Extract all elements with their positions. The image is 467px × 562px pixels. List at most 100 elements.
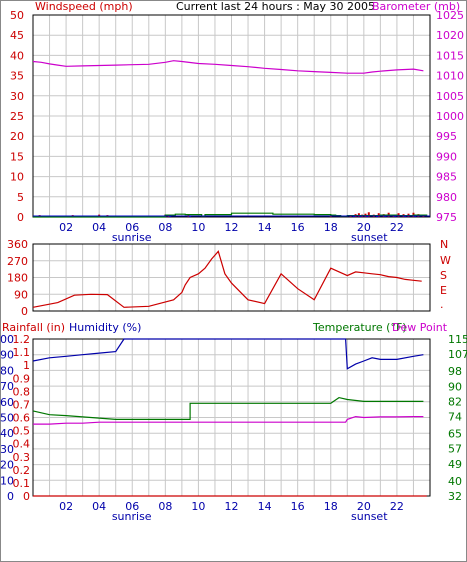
humidity-tick-label: 50 <box>0 412 14 425</box>
windspeed-tick-label: 30 <box>10 90 24 103</box>
x-tick-label: 16 <box>291 221 305 234</box>
x-tick-label: 18 <box>324 500 338 513</box>
x-tick-label: 20 <box>357 221 371 234</box>
temperature-tick-label: 74 <box>448 411 462 424</box>
barometer-tick-label: 975 <box>436 211 457 224</box>
wind-speed-bar <box>189 216 192 217</box>
direction-tick-label: 0 <box>21 305 28 318</box>
barometer-tick-label: 1020 <box>436 29 464 42</box>
temperature-axis-label: Temperature (°F) <box>312 321 407 334</box>
windspeed-tick-label: 15 <box>10 150 24 163</box>
rainfall-tick-label: 1.1 <box>13 346 31 359</box>
temperature-tick-label: 49 <box>448 458 462 471</box>
temperature-tick-label: 90 <box>448 380 462 393</box>
barometer-tick-label: 1000 <box>436 110 464 123</box>
compass-label: E <box>440 284 447 297</box>
temperature-tick-label: 65 <box>448 428 462 441</box>
x-tick-label: 14 <box>258 500 272 513</box>
plot-frame <box>32 14 431 218</box>
barometer-tick-label: 990 <box>436 150 457 163</box>
sunset-label: sunset <box>351 510 388 523</box>
windspeed-tick-label: 20 <box>10 130 24 143</box>
humidity-tick-label: 20 <box>0 459 14 472</box>
windspeed-tick-label: 40 <box>10 49 24 62</box>
windspeed-tick-label: 10 <box>10 171 24 184</box>
direction-tick-label: 270 <box>7 255 28 268</box>
windspeed-axis-label: Windspeed (mph) <box>35 0 133 13</box>
compass-label: . <box>440 298 444 311</box>
temperature-line <box>32 396 424 420</box>
wind-speed-bar <box>366 216 369 217</box>
humidity-tick-label: 0 <box>7 490 14 503</box>
barometer-line <box>32 60 424 74</box>
x-tick-label: 06 <box>125 221 139 234</box>
x-tick-label: 06 <box>125 500 139 513</box>
x-tick-label: 14 <box>258 221 272 234</box>
x-tick-label: 20 <box>357 500 371 513</box>
humidity-tick-label: 90 <box>0 349 14 362</box>
temperature-tick-label: 107 <box>448 348 467 361</box>
chart-title: Current last 24 hours : May 30 2005 <box>176 0 375 13</box>
humidity-tick-label: 100 <box>0 333 14 346</box>
direction-tick-label: 90 <box>14 288 28 301</box>
dewpoint-line <box>33 415 424 425</box>
rainfall-tick-label: 1.2 <box>13 333 31 346</box>
barometer-axis-label: Barometer (mb) <box>372 0 460 13</box>
x-tick-label: 22 <box>390 500 404 513</box>
barometer-tick-label: 1015 <box>436 49 464 62</box>
humidity-tick-label: 30 <box>0 443 14 456</box>
x-tick-label: 18 <box>324 221 338 234</box>
humidity-tick-label: 40 <box>0 427 14 440</box>
windspeed-tick-label: 50 <box>10 9 24 22</box>
humidity-tick-label: 60 <box>0 396 14 409</box>
temperature-tick-label: 115 <box>448 333 467 346</box>
compass-label: W <box>440 254 451 267</box>
x-tick-label: 10 <box>191 500 205 513</box>
rainfall-tick-label: 0.7 <box>13 398 31 411</box>
rainfall-tick-label: 0.8 <box>13 385 31 398</box>
direction-tick-label: 180 <box>7 272 28 285</box>
direction-tick-label: 360 <box>7 238 28 251</box>
barometer-tick-label: 1025 <box>436 9 464 22</box>
rainfall-tick-label: 0.3 <box>13 451 31 464</box>
windspeed-tick-label: 5 <box>17 191 24 204</box>
temperature-overlay-line <box>33 212 428 218</box>
wind-speed-bar <box>169 216 172 217</box>
x-tick-label: 10 <box>191 221 205 234</box>
windspeed-tick-label: 35 <box>10 70 24 83</box>
temperature-tick-label: 82 <box>448 395 462 408</box>
x-tick-label: 02 <box>59 221 73 234</box>
windspeed-tick-label: 0 <box>17 211 24 224</box>
x-tick-label: 02 <box>59 500 73 513</box>
temperature-tick-label: 57 <box>448 443 462 456</box>
plot-frame <box>32 243 431 312</box>
temperature-tick-label: 98 <box>448 365 462 378</box>
rainfall-tick-label: 0.5 <box>13 425 31 438</box>
rainfall-tick-label: 1 <box>23 359 30 372</box>
barometer-tick-label: 985 <box>436 171 457 184</box>
wind-barometer-panel: 0510152025303540455097598098599099510001… <box>10 9 464 244</box>
x-tick-label: 08 <box>158 221 172 234</box>
x-tick-label: 22 <box>390 221 404 234</box>
rainfall-tick-label: 0.6 <box>13 412 31 425</box>
windspeed-tick-label: 25 <box>10 110 24 123</box>
barometer-tick-label: 1005 <box>436 90 464 103</box>
x-tick-label: 16 <box>291 500 305 513</box>
barometer-tick-label: 1010 <box>436 70 464 83</box>
rainfall-tick-label: 0.4 <box>13 438 31 451</box>
humidity-tick-label: 70 <box>0 380 14 393</box>
x-tick-label: 12 <box>225 500 239 513</box>
humidity-axis-label: Humidity (%) <box>69 321 141 334</box>
dewpoint-axis-label: Dew Point <box>392 321 448 334</box>
sunset-label: sunset <box>351 231 388 244</box>
rainfall-tick-label: 0 <box>23 490 30 503</box>
rain-humidity-temperature-panel: 010203040506070809010000.10.20.30.40.50.… <box>0 333 467 523</box>
compass-label: S <box>440 269 447 282</box>
compass-label: N <box>440 238 448 251</box>
sunrise-label: sunrise <box>112 231 152 244</box>
barometer-tick-label: 980 <box>436 191 457 204</box>
